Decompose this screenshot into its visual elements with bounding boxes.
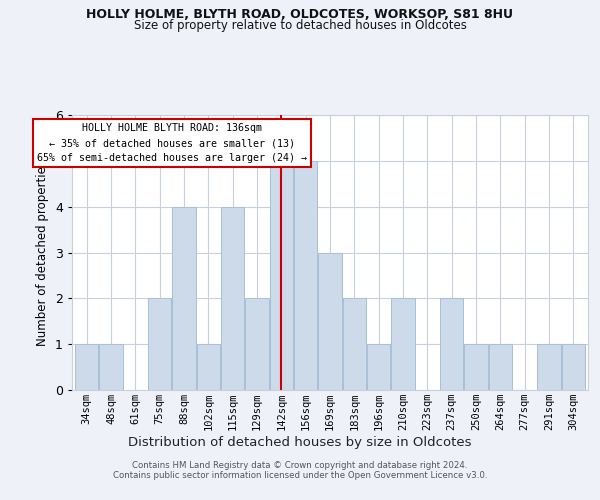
Bar (391, 298, 415, 390)
Text: Size of property relative to detached houses in Oldcotes: Size of property relative to detached ho… (134, 19, 466, 32)
Text: Contains HM Land Registry data © Crown copyright and database right 2024.: Contains HM Land Registry data © Crown c… (132, 462, 468, 470)
Bar (319, 252, 341, 390)
Bar (489, 344, 512, 390)
Text: Contains public sector information licensed under the Open Government Licence v3: Contains public sector information licen… (113, 472, 487, 480)
Bar (100, 344, 122, 390)
Text: Distribution of detached houses by size in Oldcotes: Distribution of detached houses by size … (128, 436, 472, 449)
Bar (294, 161, 317, 390)
Bar (148, 298, 171, 390)
Bar (75, 344, 98, 390)
Bar (245, 298, 269, 390)
Bar (197, 344, 220, 390)
Bar (270, 161, 293, 390)
Bar (221, 206, 244, 390)
Bar (440, 298, 463, 390)
Bar (464, 344, 488, 390)
Bar (562, 344, 585, 390)
Bar (172, 206, 196, 390)
Y-axis label: Number of detached properties: Number of detached properties (37, 160, 49, 346)
Bar (343, 298, 366, 390)
Text: HOLLY HOLME, BLYTH ROAD, OLDCOTES, WORKSOP, S81 8HU: HOLLY HOLME, BLYTH ROAD, OLDCOTES, WORKS… (86, 8, 514, 20)
Bar (538, 344, 560, 390)
Text: HOLLY HOLME BLYTH ROAD: 136sqm
← 35% of detached houses are smaller (13)
65% of : HOLLY HOLME BLYTH ROAD: 136sqm ← 35% of … (37, 123, 307, 163)
Bar (367, 344, 390, 390)
